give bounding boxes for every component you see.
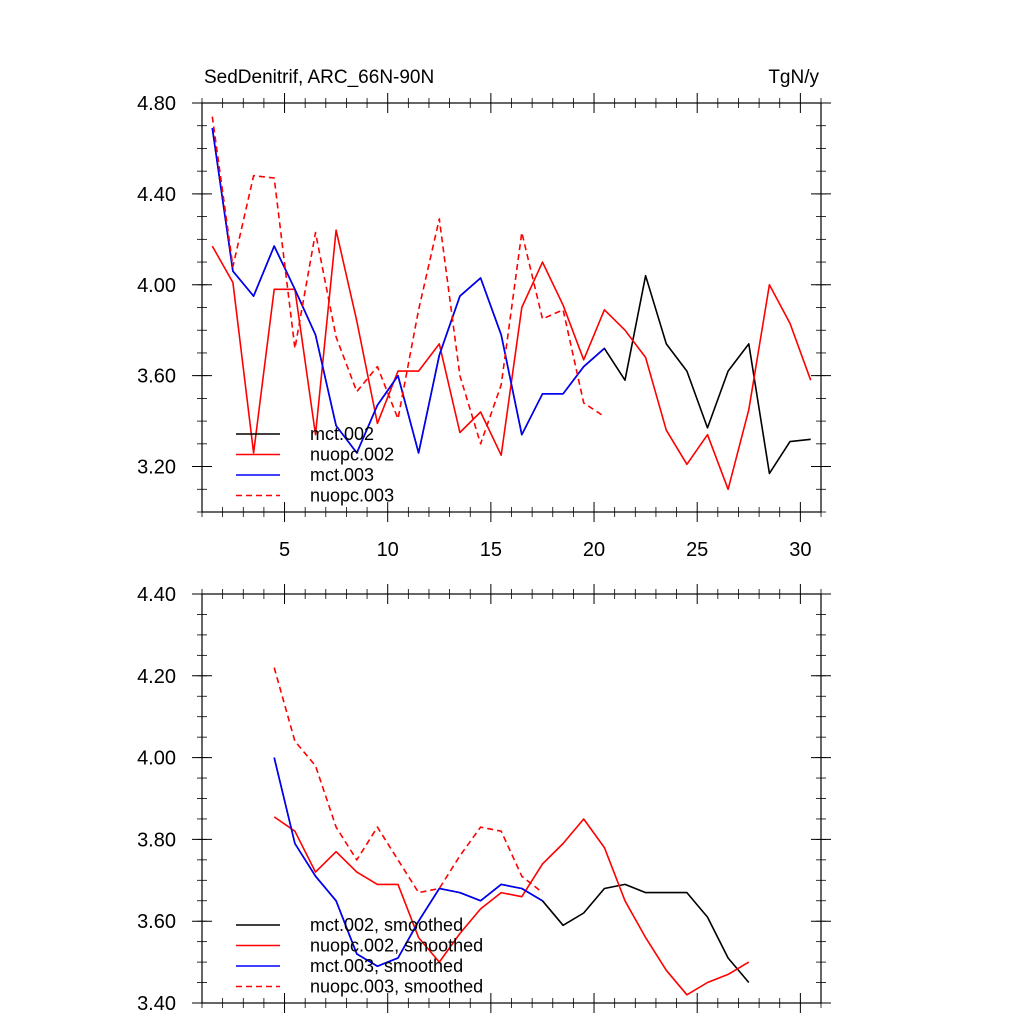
y-tick-label: 4.40 <box>137 584 176 606</box>
series-line-nuopc-003 <box>211 116 605 445</box>
y-tick-label: 3.20 <box>137 457 176 479</box>
y-tick-label: 4.40 <box>137 184 176 206</box>
y-tick-label: 4.80 <box>137 93 176 115</box>
legend-label: nuopc.002, smoothed <box>310 936 483 956</box>
x-tick-label: 20 <box>583 539 605 561</box>
series-line-nuopc-002-smoothed <box>273 816 750 996</box>
y-tick-label: 4.00 <box>137 748 176 770</box>
legend-label: nuopc.003, smoothed <box>310 977 483 997</box>
x-tick-label: 15 <box>480 539 502 561</box>
series-line-nuopc-003-smoothed <box>273 667 543 894</box>
y-tick-label: 3.60 <box>137 911 176 933</box>
y-tick-label: 3.40 <box>137 993 176 1015</box>
series-line-mct-002 <box>211 127 811 475</box>
x-tick-label: 30 <box>789 539 811 561</box>
legend-label: mct.003, smoothed <box>310 956 463 976</box>
y-tick-label: 3.80 <box>137 829 176 851</box>
chart-units: TgN/y <box>768 67 819 88</box>
x-tick-label: 5 <box>279 539 290 561</box>
legend-label: mct.002 <box>310 424 374 444</box>
legend-label: mct.002, smoothed <box>310 915 463 935</box>
y-tick-label: 4.00 <box>137 275 176 297</box>
legend-label: mct.003 <box>310 465 374 485</box>
x-tick-label: 25 <box>686 539 708 561</box>
plot-frame <box>201 593 822 1004</box>
y-tick-label: 3.60 <box>137 366 176 388</box>
legend-label: nuopc.002 <box>310 445 394 465</box>
series-line-mct-003-smoothed <box>273 757 543 968</box>
chart-title: SedDenitrif, ARC_66N-90N <box>204 67 434 88</box>
x-tick-label: 10 <box>377 539 399 561</box>
series-line-nuopc-002 <box>211 229 812 491</box>
y-tick-label: 4.20 <box>137 666 176 688</box>
legend-label: nuopc.003 <box>310 486 394 506</box>
series-line-mct-003 <box>211 127 605 454</box>
